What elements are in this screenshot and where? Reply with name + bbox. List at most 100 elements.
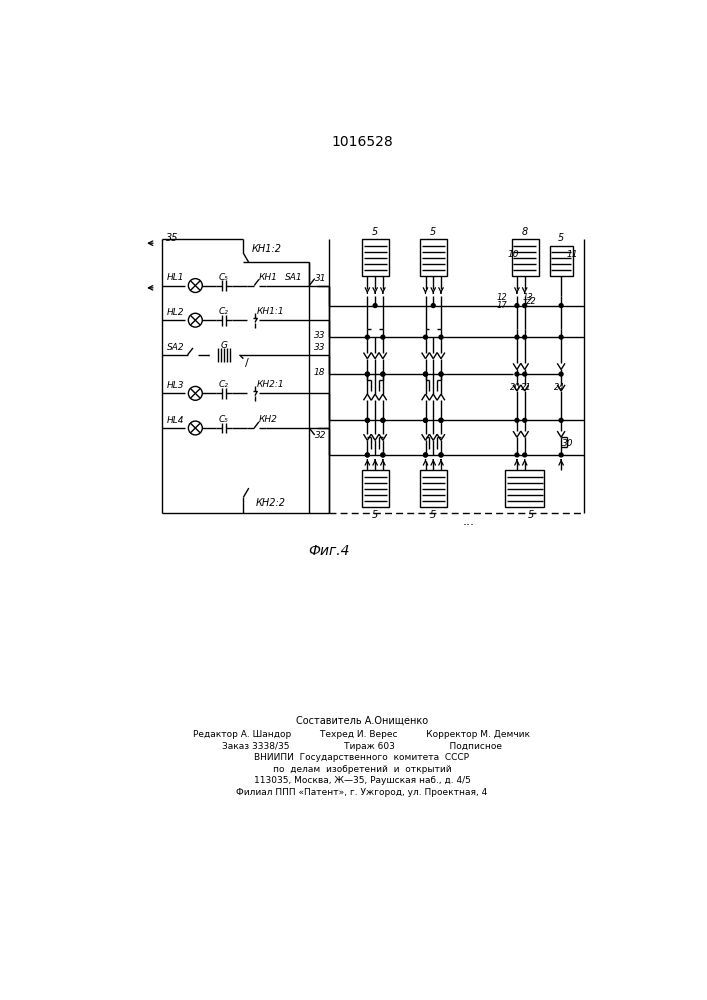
Text: 22: 22 <box>525 297 537 306</box>
Text: SA2: SA2 <box>167 343 185 352</box>
Circle shape <box>423 372 428 376</box>
Text: 8: 8 <box>522 227 528 237</box>
Text: 5: 5 <box>430 227 436 237</box>
Text: 5: 5 <box>430 510 436 520</box>
Circle shape <box>366 335 369 339</box>
Circle shape <box>515 372 519 376</box>
Circle shape <box>366 418 369 422</box>
Circle shape <box>366 372 369 376</box>
Text: HL4: HL4 <box>167 416 185 425</box>
Text: 13: 13 <box>522 293 533 302</box>
Circle shape <box>515 304 519 307</box>
Circle shape <box>522 418 527 422</box>
Circle shape <box>515 418 519 422</box>
Text: HL2: HL2 <box>167 308 185 317</box>
Text: 10: 10 <box>508 250 519 259</box>
Circle shape <box>188 421 202 435</box>
Circle shape <box>559 304 563 307</box>
Text: /: / <box>245 358 249 368</box>
Text: 35: 35 <box>166 233 178 243</box>
Bar <box>420 470 448 507</box>
Text: 11: 11 <box>567 250 578 259</box>
Circle shape <box>439 453 443 457</box>
Text: C₅: C₅ <box>219 273 229 282</box>
Text: ...: ... <box>462 515 474 528</box>
Circle shape <box>423 453 428 457</box>
Text: 18: 18 <box>314 368 325 377</box>
Circle shape <box>381 453 385 457</box>
Text: HL3: HL3 <box>167 381 185 390</box>
Circle shape <box>522 304 527 307</box>
Circle shape <box>439 372 443 376</box>
Text: 20: 20 <box>510 383 521 392</box>
Text: Редактор А. Шандор          Техред И. Верес          Корректор М. Демчик: Редактор А. Шандор Техред И. Верес Корре… <box>194 730 530 739</box>
Text: 1016528: 1016528 <box>331 135 393 149</box>
Text: КН1:2: КН1:2 <box>252 244 281 254</box>
Circle shape <box>439 453 443 457</box>
Text: 5: 5 <box>372 227 378 237</box>
Bar <box>512 239 539 276</box>
Text: КН2: КН2 <box>259 415 278 424</box>
Text: Фиг.4: Фиг.4 <box>308 544 349 558</box>
Text: 33: 33 <box>314 331 325 340</box>
Circle shape <box>522 372 527 376</box>
Circle shape <box>366 453 369 457</box>
Circle shape <box>423 335 428 339</box>
Text: КН2:1: КН2:1 <box>257 380 284 389</box>
Circle shape <box>515 453 519 457</box>
Text: 32: 32 <box>315 431 327 440</box>
Text: 31: 31 <box>315 274 327 283</box>
Text: 21: 21 <box>521 383 532 392</box>
Circle shape <box>381 418 385 422</box>
Circle shape <box>381 372 385 376</box>
Text: SA1: SA1 <box>285 273 303 282</box>
Text: Заказ 3338/35                   Тираж 603                   Подписное: Заказ 3338/35 Тираж 603 Подписное <box>222 742 502 751</box>
Circle shape <box>439 418 443 422</box>
Circle shape <box>373 304 377 307</box>
Bar <box>420 239 448 276</box>
Circle shape <box>559 372 563 376</box>
Circle shape <box>366 453 369 457</box>
Circle shape <box>188 279 202 292</box>
Bar <box>362 239 389 276</box>
Text: C₅: C₅ <box>219 415 229 424</box>
Circle shape <box>366 418 369 422</box>
Text: КН1:1: КН1:1 <box>257 307 284 316</box>
Circle shape <box>423 372 428 376</box>
Text: 113035, Москва, Ж—35, Раушская наб., д. 4/5: 113035, Москва, Ж—35, Раушская наб., д. … <box>254 776 470 785</box>
Bar <box>506 470 544 507</box>
Circle shape <box>423 453 428 457</box>
Text: C₂: C₂ <box>219 380 229 389</box>
Text: 12: 12 <box>497 293 508 302</box>
Circle shape <box>559 453 563 457</box>
Text: 5: 5 <box>527 510 534 520</box>
Circle shape <box>522 453 527 457</box>
Circle shape <box>381 418 385 422</box>
Text: G: G <box>221 341 228 350</box>
Text: КН2:2: КН2:2 <box>255 498 286 508</box>
Circle shape <box>439 418 443 422</box>
Circle shape <box>423 418 428 422</box>
Circle shape <box>381 372 385 376</box>
Circle shape <box>188 386 202 400</box>
Text: КН1: КН1 <box>259 273 278 282</box>
Circle shape <box>515 335 519 339</box>
Text: по  делам  изобретений  и  открытий: по делам изобретений и открытий <box>273 765 451 774</box>
Circle shape <box>559 335 563 339</box>
Text: 5: 5 <box>558 233 564 243</box>
Text: 24: 24 <box>554 383 565 392</box>
Circle shape <box>522 335 527 339</box>
Text: 5: 5 <box>372 510 378 520</box>
Text: 33: 33 <box>314 343 325 352</box>
Text: 30: 30 <box>561 439 573 448</box>
Text: HL1: HL1 <box>167 273 185 282</box>
Circle shape <box>188 313 202 327</box>
Circle shape <box>423 418 428 422</box>
Text: 17: 17 <box>497 301 508 310</box>
Bar <box>549 246 573 276</box>
Text: ВНИИПИ  Государственного  комитета  СССР: ВНИИПИ Государственного комитета СССР <box>255 753 469 762</box>
Circle shape <box>366 372 369 376</box>
Circle shape <box>381 453 385 457</box>
Circle shape <box>439 372 443 376</box>
Circle shape <box>381 335 385 339</box>
